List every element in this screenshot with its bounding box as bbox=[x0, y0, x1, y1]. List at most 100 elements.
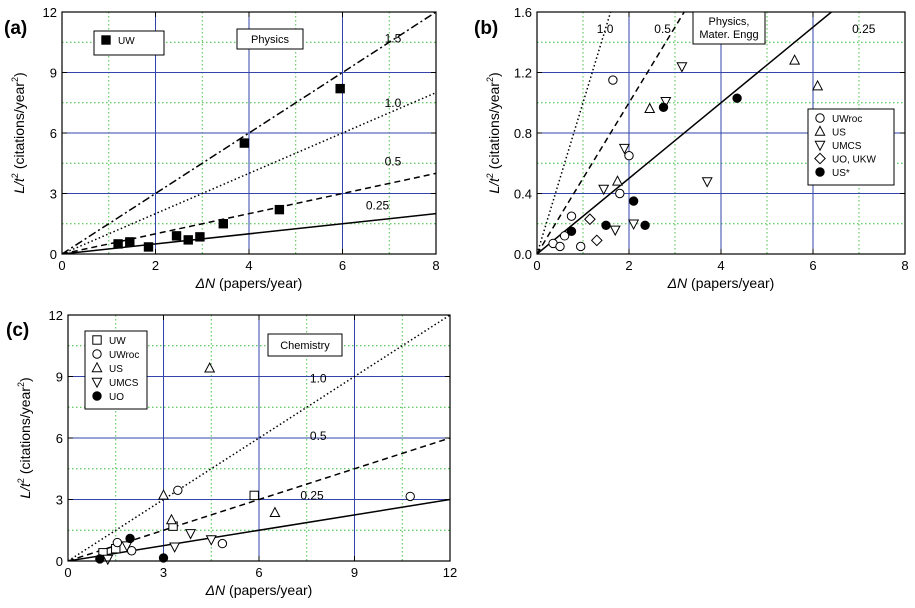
data-points bbox=[95, 362, 415, 566]
y-axis-label-sup: 2 bbox=[10, 77, 20, 82]
panel-label: (b) bbox=[474, 18, 498, 39]
x-axis-label: ΔN (papers/year) bbox=[667, 275, 775, 291]
data-point-us bbox=[789, 54, 801, 65]
slope-line-label: 1.5 bbox=[385, 31, 402, 45]
x-tick-label: 12 bbox=[443, 565, 457, 580]
annotation-text: Physics, bbox=[709, 16, 750, 28]
slope-line-0.5 bbox=[537, 12, 685, 254]
y-tick-label: 9 bbox=[50, 66, 57, 81]
data-point-umcs bbox=[628, 219, 640, 231]
y-axis-label: L/t2 (citations/year2) bbox=[16, 377, 33, 498]
slope-line-0.25 bbox=[62, 212, 436, 254]
legend-marker bbox=[101, 35, 111, 45]
data-points bbox=[113, 83, 345, 252]
legend-label: UW bbox=[109, 336, 126, 347]
x-tick-label: 4 bbox=[245, 258, 252, 273]
data-point-us bbox=[204, 362, 216, 373]
x-tick-label: 0 bbox=[64, 565, 71, 580]
data-point-uwroc bbox=[566, 211, 577, 221]
slope-line-label: 0.5 bbox=[385, 154, 402, 168]
y-tick-label: 1.6 bbox=[514, 5, 532, 20]
data-point-us bbox=[165, 513, 177, 525]
x-tick-label: 9 bbox=[351, 565, 358, 580]
legend-marker bbox=[815, 113, 825, 123]
legend-label: UMCS bbox=[109, 378, 139, 389]
y-axis-label-close: ) bbox=[486, 72, 502, 77]
annotation-text: Physics bbox=[251, 34, 289, 46]
slope-line-1.5 bbox=[62, 12, 436, 254]
slope-line-label: 1.0 bbox=[310, 372, 327, 386]
annotation-text: Chemistry bbox=[280, 340, 330, 352]
data-point-uwroc bbox=[576, 241, 586, 252]
data-point-uwroc bbox=[624, 150, 634, 161]
data-point-umcs bbox=[609, 225, 621, 237]
legend-marker bbox=[815, 167, 825, 177]
y-axis-label-sup: 2 bbox=[10, 173, 20, 178]
legend-marker bbox=[814, 125, 826, 136]
data-point-us bbox=[157, 489, 170, 500]
panel-a: 0.25 0.5 1.0 1.5 0 2 4 6 8 0 3 6 9 12 ΔN (papers/year)… bbox=[4, 5, 440, 291]
y-tick-label: 12 bbox=[49, 308, 63, 323]
data-point-uw bbox=[239, 138, 250, 148]
panel-b: 0.25 0.5 1.0 0 2 4 6 8 0.0 0.4 0.8 1.2 1.6 ΔN (papers… bbox=[474, 5, 909, 291]
data-point-uo bbox=[125, 533, 135, 544]
legend-label: UWroc bbox=[109, 350, 139, 361]
y-tick-label: 3 bbox=[56, 493, 63, 508]
y-axis-label-sup: 2 bbox=[16, 478, 26, 483]
data-point-uwroc bbox=[173, 485, 183, 495]
legend-marker bbox=[92, 349, 102, 359]
data-point-uw bbox=[171, 231, 182, 241]
legend-marker bbox=[92, 391, 102, 401]
y-tick-label: 0 bbox=[56, 554, 63, 569]
panel-c: 0.25 0.5 1.0 0 3 6 9 12 0 3 6 9 12 ΔN (papers/year) L/… bbox=[6, 308, 457, 598]
x-axis-label-symbol: ΔN bbox=[195, 275, 216, 291]
legend-marker bbox=[91, 377, 103, 389]
data-point-uw bbox=[143, 242, 154, 252]
data-point-uo-ukw bbox=[590, 234, 603, 247]
data-point-uo bbox=[95, 554, 105, 564]
data-point-umcs bbox=[102, 554, 114, 566]
data-point-us bbox=[812, 79, 824, 91]
y-axis-label-symbol: L/t bbox=[486, 177, 502, 194]
slope-line-0.5 bbox=[68, 437, 450, 561]
x-axis-label-text: (papers/year) bbox=[225, 582, 312, 598]
x-tick-label: 2 bbox=[152, 258, 159, 273]
y-axis-label: L/t2 (citations/year2) bbox=[10, 72, 27, 193]
data-point-us- bbox=[732, 93, 742, 103]
legend-label: US bbox=[109, 364, 123, 375]
data-point-uw bbox=[335, 83, 345, 94]
y-tick-label: 0.8 bbox=[514, 126, 532, 141]
data-point-uw bbox=[249, 490, 259, 501]
data-point-us bbox=[611, 175, 624, 186]
y-axis-label-text: (citations/year bbox=[11, 82, 27, 173]
data-point-us- bbox=[628, 196, 639, 206]
x-tick-label: 4 bbox=[717, 258, 724, 273]
x-tick-label: 8 bbox=[901, 258, 908, 273]
x-tick-label: 6 bbox=[809, 258, 816, 273]
data-point-umcs bbox=[185, 529, 197, 540]
data-point-umcs bbox=[169, 542, 181, 553]
data-points bbox=[548, 54, 824, 252]
x-axis-label-text: (papers/year) bbox=[215, 275, 302, 291]
y-tick-label: 9 bbox=[56, 370, 63, 385]
slope-line-label: 1.0 bbox=[597, 22, 614, 36]
panel-label: (c) bbox=[6, 320, 29, 341]
data-point-umcs bbox=[205, 535, 217, 546]
y-axis-label-symbol: L/t bbox=[17, 482, 33, 499]
y-tick-label: 0.0 bbox=[514, 247, 532, 262]
x-axis-label-symbol: ΔN bbox=[667, 275, 688, 291]
data-point-us- bbox=[566, 226, 577, 237]
data-point-uw bbox=[183, 235, 193, 245]
data-point-uw bbox=[113, 239, 123, 249]
y-axis-label-sup: 2 bbox=[16, 382, 26, 387]
legend-label: UMCS bbox=[832, 141, 862, 152]
legend-marker bbox=[91, 361, 103, 373]
y-axis-label-text: (citations/year bbox=[486, 82, 502, 173]
data-point-umcs bbox=[598, 184, 610, 196]
x-tick-label: 6 bbox=[255, 565, 262, 580]
data-point-uwroc bbox=[615, 188, 625, 199]
legend-marker bbox=[92, 335, 102, 345]
slope-line-label: 0.5 bbox=[310, 429, 327, 443]
x-axis-label-text: (papers/year) bbox=[687, 275, 774, 291]
